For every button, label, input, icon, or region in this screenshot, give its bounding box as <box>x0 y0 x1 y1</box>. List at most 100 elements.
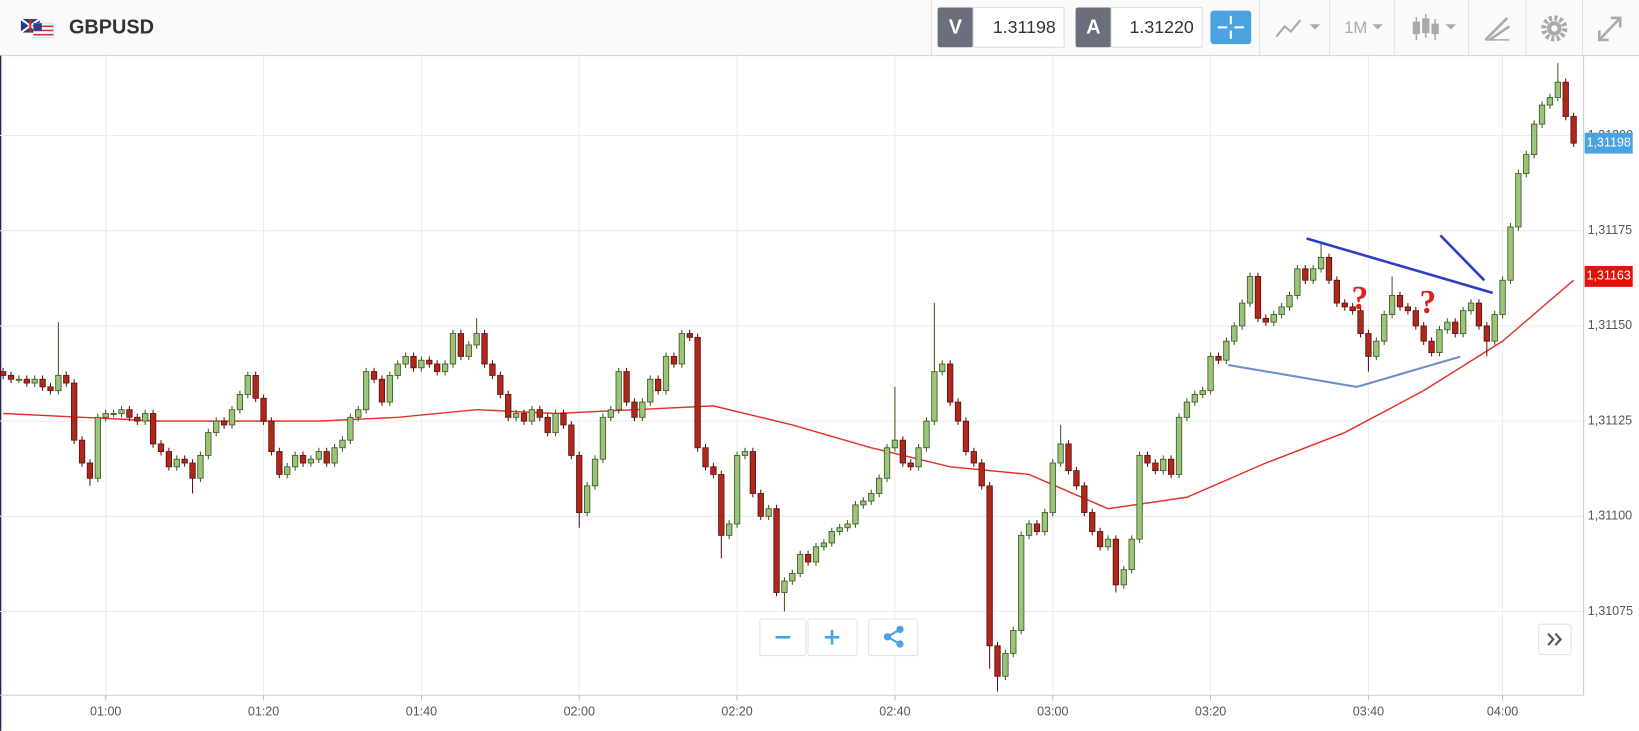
candle-body <box>576 454 583 513</box>
settings-button[interactable] <box>1541 15 1568 42</box>
buy-button[interactable] <box>1075 7 1112 48</box>
candle-body <box>741 451 749 456</box>
candle-body <box>1333 279 1340 304</box>
candle-body <box>1459 310 1467 334</box>
candle-body <box>1254 276 1262 319</box>
zoom-in-button[interactable] <box>807 618 858 657</box>
candle-body <box>457 333 465 357</box>
candle-body <box>7 375 15 380</box>
candle-body <box>489 363 496 376</box>
candle-body <box>1475 302 1483 327</box>
candle-body <box>1010 630 1017 654</box>
candle-body <box>757 493 764 517</box>
candle-body <box>1538 104 1546 125</box>
candle-body <box>418 359 425 369</box>
candle-body <box>615 371 622 411</box>
candle-body <box>655 378 662 392</box>
candle-body <box>1018 534 1025 631</box>
y-tick-label: 1,31150 <box>1588 318 1632 332</box>
candle-body <box>268 420 275 453</box>
candle-body <box>86 462 94 479</box>
candle-body <box>954 401 962 422</box>
candle-body <box>1420 325 1427 342</box>
price-label: 1,31198 <box>1586 135 1630 149</box>
candle-body <box>307 458 315 464</box>
candle-body <box>236 394 244 411</box>
candle-body <box>726 523 733 536</box>
crosshair-button[interactable] <box>1210 10 1252 45</box>
candle-body <box>686 333 693 338</box>
fullscreen-button[interactable] <box>1597 16 1622 42</box>
sell-price[interactable]: 1.31198 <box>993 17 1056 37</box>
candle-body <box>63 375 70 384</box>
candle-body <box>1081 485 1088 513</box>
candle-body <box>623 371 630 403</box>
candle-body <box>1546 97 1554 106</box>
candle-body <box>883 447 891 479</box>
candle-body <box>544 416 551 433</box>
draw-button[interactable] <box>1484 17 1511 41</box>
sell-button[interactable] <box>937 7 974 48</box>
y-tick-label: 1,31075 <box>1588 604 1633 618</box>
candle-body <box>552 413 559 433</box>
candle-body <box>1160 458 1167 472</box>
candle-body <box>986 485 993 647</box>
candle-body <box>647 378 654 403</box>
candle-body <box>1152 462 1159 472</box>
candle-body <box>773 508 780 593</box>
sell-price-box[interactable] <box>972 6 1065 48</box>
x-tick-label: 02:40 <box>879 704 910 718</box>
x-tick-label: 01:00 <box>90 704 121 718</box>
candle-body <box>1365 333 1372 357</box>
candle-body <box>260 397 267 422</box>
timeframe-caret[interactable] <box>1372 24 1383 30</box>
buy-label[interactable]: A <box>1086 17 1100 39</box>
candle-body <box>836 527 843 532</box>
share-button[interactable] <box>868 618 919 657</box>
candle-body <box>607 409 614 418</box>
candle-body <box>662 355 670 392</box>
candle-body <box>370 371 378 380</box>
sell-label[interactable]: V <box>949 17 963 39</box>
candle-body <box>1396 295 1404 308</box>
candle-body <box>931 371 938 422</box>
candle-body <box>434 363 441 373</box>
chart-type-button[interactable] <box>1412 13 1457 40</box>
candle-body <box>1183 401 1191 418</box>
y-tick-label: 1,31175 <box>1588 223 1632 237</box>
buy-price[interactable]: 1.31220 <box>1130 17 1194 37</box>
candle-body <box>1112 538 1120 586</box>
grid <box>0 55 1584 696</box>
candle-body <box>39 378 46 388</box>
candle-body <box>473 333 480 346</box>
annotation: ? <box>1419 284 1436 321</box>
candle-body <box>1025 523 1033 536</box>
candle-body <box>1207 355 1214 392</box>
candle-body <box>1270 314 1277 323</box>
indicator-button[interactable] <box>1275 19 1321 38</box>
buy-price-box[interactable] <box>1110 6 1203 48</box>
candle-body <box>1278 306 1285 315</box>
candle-body <box>1199 390 1206 395</box>
timeframe[interactable]: 1M <box>1344 18 1367 37</box>
candle-body <box>126 409 133 418</box>
y-tick-label: 1,31125 <box>1588 413 1632 427</box>
candle-body <box>497 375 504 395</box>
candle-body <box>118 409 125 414</box>
candle-body <box>220 420 228 426</box>
candle-body <box>789 573 796 582</box>
zoom-out-button[interactable] <box>759 618 807 657</box>
candle-body <box>1523 154 1530 175</box>
candle-body <box>781 580 788 593</box>
scroll-right-button[interactable] <box>1538 623 1572 656</box>
candle-body <box>1175 416 1183 475</box>
candle-body <box>284 466 291 475</box>
x-tick-label: 03:20 <box>1195 704 1226 718</box>
candle-body <box>860 500 867 506</box>
candle-body <box>355 409 362 418</box>
x-tick-label: 03:40 <box>1353 704 1384 718</box>
candle-body <box>331 447 338 464</box>
candle-body <box>1467 302 1475 312</box>
candle-body <box>978 462 985 487</box>
